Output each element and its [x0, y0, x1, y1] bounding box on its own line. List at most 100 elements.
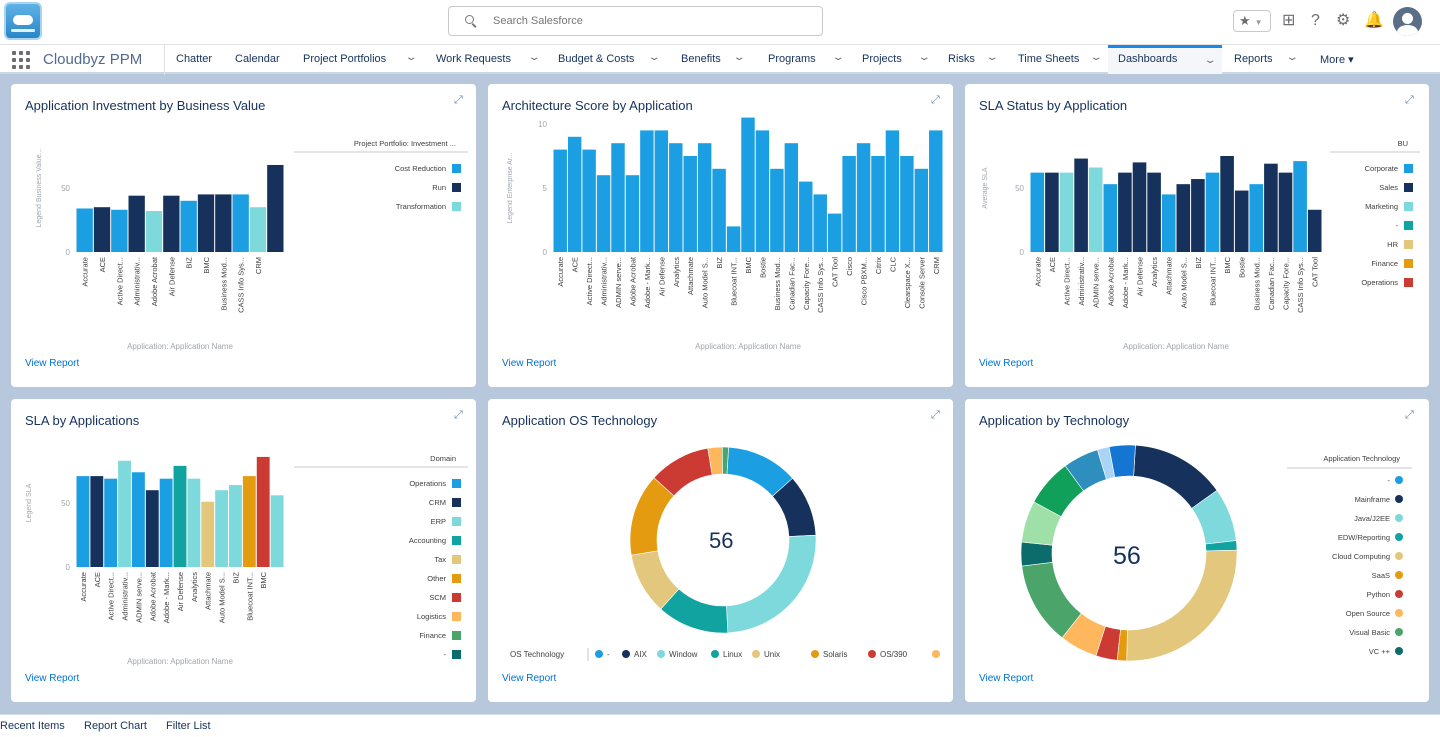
chart-title: Application Investment by Business Value [25, 98, 266, 113]
legend-swatch [1404, 183, 1413, 192]
chart-bar [90, 476, 104, 567]
x-tick-label: Auto Model S... [701, 257, 710, 308]
chevron-down-icon[interactable]: ⌄ [1285, 52, 1299, 63]
chart-bar [1234, 190, 1249, 252]
y-tick-label: 0 [66, 248, 71, 257]
global-search-input[interactable]: Search Salesforce [448, 6, 823, 36]
app-logo[interactable] [4, 2, 42, 40]
chevron-down-icon[interactable]: ⌄ [404, 52, 418, 63]
nav-tab-benefits[interactable]: Benefits ⌄ [681, 45, 746, 74]
nav-tab-risks[interactable]: Risks ⌄ [948, 45, 999, 74]
x-tick-label: BMC [744, 256, 753, 273]
x-tick-label: Auto Model S... [1179, 257, 1188, 308]
x-tick-label: CAT Tool [1311, 257, 1320, 287]
view-report-link[interactable]: View Report [979, 358, 1034, 369]
nav-tab-projects[interactable]: Projects ⌄ [862, 45, 931, 74]
chart-legend: Application Technology - Mainframe Java/J2E… [1287, 454, 1412, 656]
x-tick-label: BIZ [231, 572, 240, 584]
chevron-down-icon[interactable]: ⌄ [917, 52, 931, 63]
chart-bar [1220, 156, 1234, 252]
expand-icon[interactable]: ⤢ [454, 409, 463, 421]
chart-bar [145, 211, 163, 252]
app-launcher-icon[interactable] [11, 50, 31, 70]
legend-swatch [1404, 240, 1413, 249]
chevron-down-icon[interactable]: ⌄ [1089, 52, 1103, 63]
expand-icon[interactable]: ⤢ [931, 94, 940, 106]
nav-tab-work-requests[interactable]: Work Requests ⌄ [436, 45, 541, 74]
chart-bar [640, 130, 654, 252]
favorites-button[interactable]: ★ ▼ [1233, 10, 1271, 32]
nav-tab-label: Risks [948, 53, 975, 65]
legend-swatch [1395, 609, 1403, 617]
expand-icon[interactable]: ⤢ [454, 94, 463, 106]
legend-item-label: - [1388, 476, 1391, 485]
chevron-down-icon[interactable]: ⌄ [732, 52, 746, 63]
view-report-link[interactable]: View Report [979, 673, 1034, 684]
donut-slice [726, 534, 817, 634]
chart-bar [900, 156, 914, 252]
add-icon[interactable]: ⊞ [1282, 12, 1296, 29]
chevron-down-icon[interactable]: ⌄ [985, 52, 999, 63]
view-report-link[interactable]: View Report [25, 358, 80, 369]
legend-swatch [452, 498, 461, 507]
chart-bar [654, 130, 669, 252]
view-report-link[interactable]: View Report [502, 358, 557, 369]
chart-bar [1307, 209, 1322, 252]
nav-tab-calendar[interactable]: Calendar [235, 45, 280, 74]
chevron-down-icon[interactable]: ⌄ [831, 52, 845, 63]
chart-bar [827, 213, 842, 252]
legend-item-label: HR [1387, 240, 1398, 249]
x-tick-label: Adobe - Mark... [1121, 257, 1130, 308]
nav-tab-time-sheets[interactable]: Time Sheets ⌄ [1018, 45, 1103, 74]
expand-icon[interactable]: ⤢ [1405, 409, 1414, 421]
legend-swatch [452, 650, 461, 659]
bell-icon[interactable]: 🔔 [1364, 12, 1384, 29]
x-tick-label: ACE [93, 572, 102, 587]
x-tick-label: Analytics [1150, 257, 1159, 287]
legend-swatch [452, 202, 461, 211]
expand-icon[interactable]: ⤢ [931, 409, 940, 421]
nav-tab-programs[interactable]: Programs ⌄ [768, 45, 845, 74]
chart-bar [755, 130, 770, 252]
legend-item-label: - [607, 650, 610, 659]
view-report-link[interactable]: View Report [502, 673, 557, 684]
legend-item-label: EDW/Reporting [1338, 533, 1390, 542]
app-nav-bar: Cloudbyz PPM Chatter Calendar Project Port… [0, 44, 1440, 75]
chart-bar [553, 149, 567, 252]
chart-bar [567, 136, 582, 252]
utility-filter-list[interactable]: Filter List [166, 720, 211, 732]
nav-tab-dashboards[interactable]: Dashboards ⌄ [1108, 45, 1222, 74]
chevron-down-icon[interactable]: ⌄ [647, 52, 661, 63]
chart-bar [267, 164, 284, 252]
nav-tab-chatter[interactable]: Chatter [176, 45, 212, 74]
x-tick-label: Canadian Fac... [787, 257, 796, 310]
chart-legend: Project Portfolio: Investment ... Cost Re… [294, 139, 468, 211]
chart-bar [197, 194, 215, 252]
chart-bar [128, 195, 145, 252]
utility-recent-items[interactable]: Recent Items [0, 720, 65, 732]
legend-swatch [452, 164, 461, 173]
x-tick-label: Adobe - Mark... [162, 572, 171, 623]
legend-item-label: Java/J2EE [1354, 514, 1390, 523]
legend-swatch [1395, 571, 1403, 579]
legend-swatch [657, 650, 665, 658]
nav-more-button[interactable]: More ▾ [1320, 54, 1354, 66]
y-tick-label: 0 [1020, 248, 1025, 257]
x-tick-label: Auto Model S... [218, 572, 227, 623]
gear-icon[interactable]: ⚙ [1336, 12, 1351, 29]
help-icon[interactable]: ? [1311, 12, 1320, 29]
chevron-down-icon[interactable]: ⌄ [1203, 55, 1217, 66]
chevron-down-icon[interactable]: ⌄ [527, 52, 541, 63]
avatar[interactable] [1393, 7, 1422, 36]
nav-tab-budget-costs[interactable]: Budget & Costs ⌄ [558, 45, 661, 74]
utility-report-chart[interactable]: Report Chart [84, 720, 147, 732]
legend-item-label: Operations [409, 479, 446, 488]
nav-tab-project-portfolios[interactable]: Project Portfolios ⌄ [303, 45, 418, 74]
view-report-link[interactable]: View Report [25, 673, 80, 684]
expand-icon[interactable]: ⤢ [1405, 94, 1414, 106]
x-tick-label: Administrativ... [600, 257, 609, 306]
chart-bar [1176, 184, 1191, 252]
x-tick-label: Bluecoat INT... [730, 257, 739, 306]
legend-item-label: Operations [1361, 278, 1398, 287]
nav-tab-reports[interactable]: Reports ⌄ [1234, 45, 1299, 74]
